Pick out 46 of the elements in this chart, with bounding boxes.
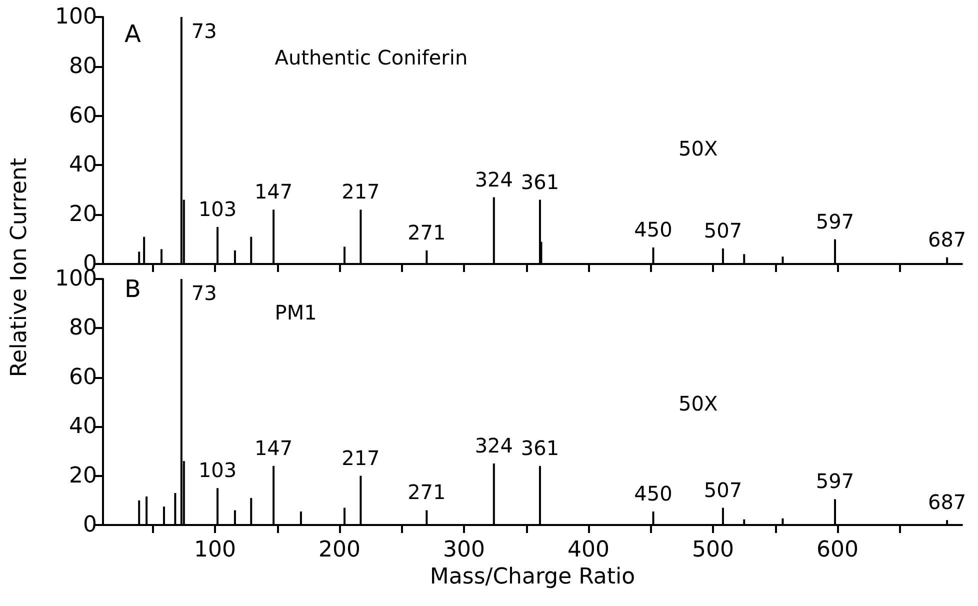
- annotation: 361: [520, 436, 560, 460]
- annotation: 103: [198, 458, 237, 482]
- y-tick-label: 60: [69, 103, 97, 128]
- annotation: 597: [816, 209, 854, 234]
- annotation: 324: [474, 167, 513, 192]
- annotation: 50X: [678, 391, 718, 416]
- annotation: 147: [254, 180, 293, 204]
- annotation: 450: [634, 217, 672, 242]
- y-tick-label: 0: [83, 512, 97, 538]
- annotation: 271: [408, 480, 446, 504]
- annotation: 103: [198, 196, 237, 221]
- y-tick-label: 40: [69, 152, 97, 178]
- annotation: 324: [474, 434, 513, 458]
- annotation: 271: [408, 220, 446, 244]
- y-tick-label: 80: [69, 54, 97, 79]
- annotation: A: [124, 20, 142, 48]
- y-tick-label: 20: [69, 202, 97, 228]
- annotation: B: [124, 275, 141, 304]
- annotation: 507: [704, 478, 742, 502]
- annotation: 217: [342, 446, 380, 470]
- annotation: 687: [928, 227, 966, 252]
- y-tick-label: 100: [55, 4, 97, 30]
- annotation: 73: [191, 281, 217, 305]
- x-tick-label: 500: [692, 538, 734, 562]
- annotation: 73: [191, 19, 217, 43]
- x-tick-label: 400: [568, 538, 610, 562]
- annotation: 687: [928, 490, 966, 514]
- annotation: 217: [342, 180, 380, 204]
- x-tick-label: 600: [816, 538, 859, 562]
- x-axis-title: Mass/Charge Ratio: [430, 564, 636, 590]
- annotation: 450: [634, 481, 672, 506]
- annotation: 507: [704, 218, 742, 242]
- y-tick-label: 20: [69, 463, 97, 488]
- y-tick-label: 40: [69, 414, 97, 440]
- annotation: 597: [816, 469, 854, 494]
- annotation: 147: [254, 436, 293, 460]
- annotation: 50X: [678, 136, 718, 160]
- y-tick-label: 80: [69, 316, 97, 341]
- x-tick-label: 200: [318, 538, 361, 562]
- annotation: 361: [520, 170, 560, 194]
- y-tick-label: 60: [69, 364, 97, 390]
- x-tick-label: 100: [194, 538, 236, 562]
- annotation: PM1: [274, 300, 317, 324]
- y-axis-title: Relative Ion Current: [8, 158, 33, 378]
- x-tick-label: 300: [443, 538, 486, 562]
- annotation: Authentic Coniferin: [274, 45, 468, 70]
